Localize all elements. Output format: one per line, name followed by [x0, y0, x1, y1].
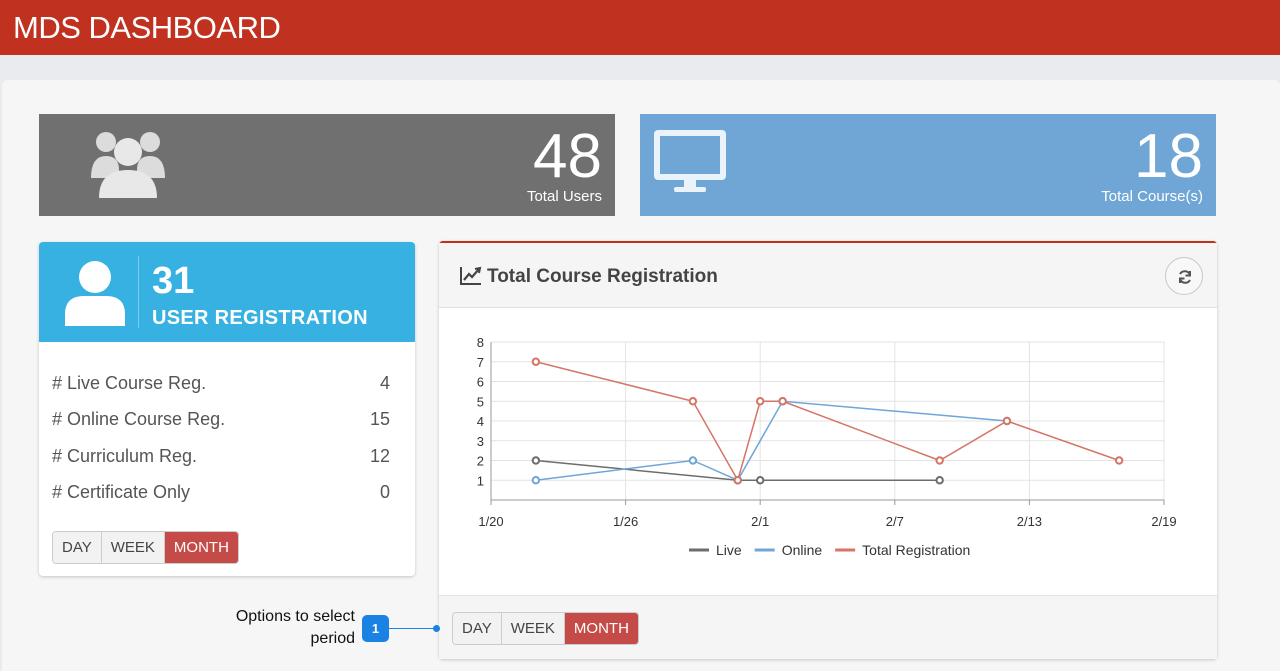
annotation-text: Options to select period: [235, 608, 355, 647]
data-point: [688, 456, 698, 465]
period-week-button[interactable]: WEEK: [101, 532, 165, 563]
chart-period-selector: DAY WEEK MONTH: [452, 612, 639, 645]
data-point: [688, 397, 698, 406]
course-registration-chart-card: Total Course Registration 1 2 3 4 5 6 7 8 1/20 1/…: [439, 241, 1217, 659]
user-icon: [65, 261, 125, 326]
data-point: [531, 456, 541, 465]
y-tick-label: 1: [477, 473, 484, 488]
app-title: MDS DASHBOARD: [13, 10, 281, 45]
x-tick-label: 2/13: [1017, 514, 1042, 529]
x-tick-label: 2/7: [886, 514, 904, 529]
x-tick-label: 1/26: [613, 514, 638, 529]
y-tick-label: 6: [477, 375, 484, 390]
reg-row-value: 0: [379, 482, 390, 502]
data-point: [935, 456, 944, 465]
chart-title: Total Course Registration: [487, 266, 718, 287]
annotation-connector: [389, 628, 436, 629]
reg-row-label: # Curriculum Reg.: [52, 446, 198, 466]
reg-row-live: # Live Course Reg. 4: [52, 373, 390, 394]
x-tick-label: 2/19: [1151, 514, 1176, 529]
data-point: [1114, 456, 1124, 465]
user-registration-card: 31 USER REGISTRATION # Live Course Reg. …: [39, 242, 415, 576]
header-divider: [138, 256, 139, 328]
y-tick-label: 4: [477, 414, 484, 429]
y-tick-label: 7: [477, 355, 484, 370]
reg-row-value: 15: [369, 409, 390, 429]
reg-row-value: 12: [369, 446, 390, 466]
reg-row-value: 4: [379, 373, 390, 393]
reg-row-certificate: # Certificate Only 0: [52, 482, 390, 503]
data-point: [1002, 416, 1012, 426]
registration-line-chart: 1 2 3 4 5 6 7 8 1/20 1/26 2/1 2/7 2/13 2/19 Live Online…: [477, 335, 1177, 558]
legend-label: Live: [716, 542, 742, 558]
chart-period-month-button[interactable]: MONTH: [564, 613, 638, 644]
data-point: [778, 397, 787, 406]
annotation-dot: [433, 625, 440, 632]
chart-period-week-button[interactable]: WEEK: [501, 613, 565, 644]
data-point: [756, 476, 765, 485]
legend-label: Total Registration: [862, 542, 970, 558]
total-courses-tile: 18 Total Course(s): [640, 114, 1216, 216]
period-month-button[interactable]: MONTH: [164, 532, 238, 563]
refresh-icon: [1179, 270, 1191, 284]
refresh-button[interactable]: [1165, 257, 1203, 295]
legend-label: Online: [782, 542, 823, 558]
y-tick-label: 2: [477, 454, 484, 469]
x-tick-label: 2/1: [751, 514, 769, 529]
reg-row-label: # Live Course Reg.: [52, 373, 207, 393]
y-tick-label: 3: [477, 434, 484, 449]
y-tick-label: 5: [477, 394, 484, 409]
total-courses-value: 18: [1134, 122, 1203, 191]
total-users-label: Total Users: [526, 188, 602, 205]
monitor-icon: [654, 130, 726, 192]
series-line-total-registration: [535, 361, 1120, 483]
series-line-live: [535, 459, 940, 481]
user-registration-header: 31 USER REGISTRATION: [39, 242, 415, 342]
chart-period-day-button[interactable]: DAY: [453, 613, 502, 644]
x-tick-label: 1/20: [478, 514, 503, 529]
total-courses-label: Total Course(s): [1101, 188, 1203, 205]
data-point: [531, 476, 541, 485]
reg-row-label: # Certificate Only: [52, 482, 191, 502]
users-icon: [91, 132, 165, 198]
y-tick-label: 8: [477, 335, 484, 350]
registration-caption: USER REGISTRATION: [152, 307, 368, 329]
data-point: [531, 357, 541, 366]
total-users-tile: 48 Total Users: [39, 114, 615, 216]
chart-footer: DAY WEEK MONTH: [439, 595, 1217, 659]
reg-row-curriculum: # Curriculum Reg. 12: [52, 446, 390, 467]
period-day-button[interactable]: DAY: [53, 532, 102, 563]
top-header: MDS DASHBOARD: [0, 0, 1280, 55]
reg-row-online: # Online Course Reg. 15: [52, 409, 390, 430]
chart-header: Total Course Registration: [439, 243, 1217, 308]
data-point: [756, 397, 765, 406]
line-chart-icon: [460, 266, 482, 285]
registration-period-selector: DAY WEEK MONTH: [52, 531, 239, 564]
total-users-value: 48: [533, 122, 602, 191]
annotation-badge: 1: [362, 615, 389, 642]
reg-row-label: # Online Course Reg.: [52, 409, 226, 429]
registration-count: 31: [152, 260, 195, 302]
data-point: [733, 476, 742, 485]
data-point: [935, 476, 944, 485]
